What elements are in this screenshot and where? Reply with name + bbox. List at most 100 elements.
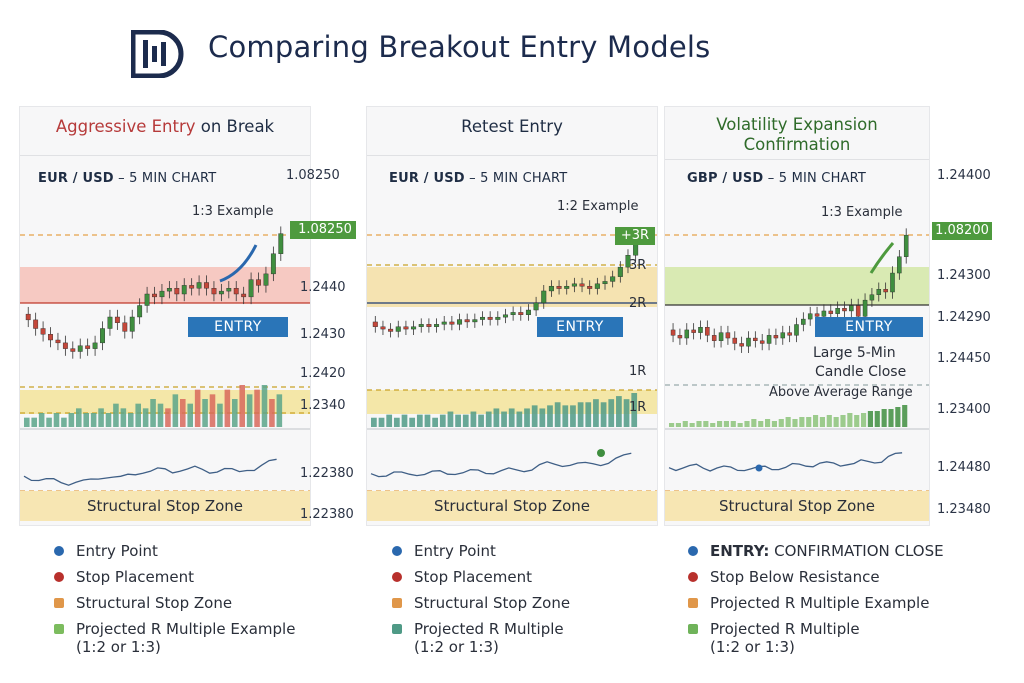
panel-title: Aggressive Entry on Break — [20, 117, 310, 137]
candle — [479, 316, 485, 320]
candle — [739, 343, 744, 347]
candle — [152, 293, 157, 298]
price-label: 1.24300 — [937, 268, 991, 283]
volume-bar — [24, 417, 30, 427]
candle — [457, 319, 463, 325]
candle — [705, 327, 710, 336]
volume-bar — [792, 419, 798, 427]
volume-bar — [239, 385, 245, 427]
volume-bar — [516, 411, 523, 427]
volume-bar — [751, 419, 757, 427]
candle — [100, 328, 105, 344]
volume-bar — [675, 423, 681, 427]
price-label: 1.24480 — [937, 460, 991, 475]
candle — [403, 326, 409, 330]
volume-bar — [539, 408, 546, 427]
candle — [759, 340, 765, 344]
volume-bar — [38, 413, 45, 427]
volume-bar — [83, 413, 89, 427]
legend-label: Stop Below Resistance — [710, 568, 880, 586]
volume-bar — [157, 403, 164, 427]
volume-bar — [485, 411, 492, 427]
candle — [380, 326, 386, 330]
legend-marker — [54, 546, 64, 556]
candle — [218, 290, 224, 295]
structural-stop-zone: Structural Stop Zone — [367, 491, 657, 521]
volume-bar — [194, 389, 201, 427]
legend-marker — [688, 624, 698, 634]
candle — [204, 282, 209, 289]
candle — [25, 313, 31, 321]
legend-marker — [392, 546, 402, 556]
legend-marker — [392, 598, 402, 608]
target-label: 1:2 Example — [557, 199, 639, 214]
volume-bar — [554, 402, 561, 427]
panel-title: Retest Entry — [461, 117, 563, 136]
volume-bar — [61, 417, 67, 427]
volume-bar — [232, 399, 238, 427]
candle — [107, 316, 113, 329]
volume-bar — [447, 411, 454, 427]
volume-bar — [508, 408, 515, 427]
legend-label: Entry Point — [414, 542, 496, 560]
oscillator-point — [597, 449, 605, 457]
candle — [181, 285, 187, 295]
candle — [40, 328, 46, 335]
volume-bar — [813, 415, 819, 427]
candle — [814, 313, 820, 317]
volume-bar — [744, 421, 750, 427]
candle — [472, 319, 478, 323]
candle — [890, 272, 895, 293]
volume-bar — [246, 394, 253, 427]
candle — [794, 324, 799, 336]
structural-stop-zone: Structural Stop Zone — [665, 491, 929, 521]
volume-bar — [771, 421, 777, 427]
volume-bar — [833, 417, 839, 427]
volume-bar — [120, 408, 127, 427]
highlight-band — [20, 390, 310, 414]
volume-bar — [847, 413, 853, 427]
candle — [835, 308, 840, 314]
candle — [395, 326, 401, 332]
legend-item: Stop Placement — [52, 568, 295, 586]
candle — [897, 256, 902, 274]
volume-bar — [888, 409, 894, 427]
panel-title: Volatility Expansion Confirmation — [716, 115, 878, 154]
volume-bar — [462, 414, 469, 427]
target-price-tag: 1.08250 — [294, 221, 356, 239]
candle-note: Large 5-Min — [813, 345, 896, 361]
legend-label: Projected R Multiple — [710, 620, 860, 638]
oscillator-line — [370, 452, 632, 478]
volume-bar — [717, 421, 723, 427]
candle — [270, 253, 276, 275]
candle — [122, 322, 128, 332]
volume-bar — [710, 423, 716, 427]
price-label: 1.08250 — [286, 168, 340, 183]
volume-bar — [631, 393, 638, 427]
oscillator-line — [668, 452, 903, 472]
candle — [753, 337, 758, 341]
volume-bar — [826, 415, 832, 427]
volume-bar — [730, 421, 736, 427]
candle — [579, 283, 585, 287]
legend-sublabel: (1:2 or 1:3) — [76, 638, 161, 656]
target-label: 1:3 Example — [821, 205, 903, 220]
volume-bar — [113, 403, 119, 427]
legend-label: Projected R Multiple Example — [76, 620, 296, 638]
candle — [85, 345, 91, 349]
volume-bar — [703, 421, 709, 427]
target-price-tag: 1.08200 — [932, 222, 992, 240]
volume-bar — [470, 411, 477, 427]
candle — [55, 339, 61, 344]
volume-bar — [90, 413, 97, 427]
volume-bar — [682, 421, 688, 427]
candle — [718, 332, 724, 341]
legend-item: Stop Below Resistance — [686, 568, 944, 586]
price-label: 1.24400 — [937, 168, 991, 183]
volume-bar — [895, 407, 901, 427]
candle — [278, 233, 284, 254]
candle — [487, 316, 493, 320]
r-level-label: 2R — [629, 296, 647, 311]
volume-bar — [276, 394, 283, 427]
volume-bar — [455, 414, 461, 427]
